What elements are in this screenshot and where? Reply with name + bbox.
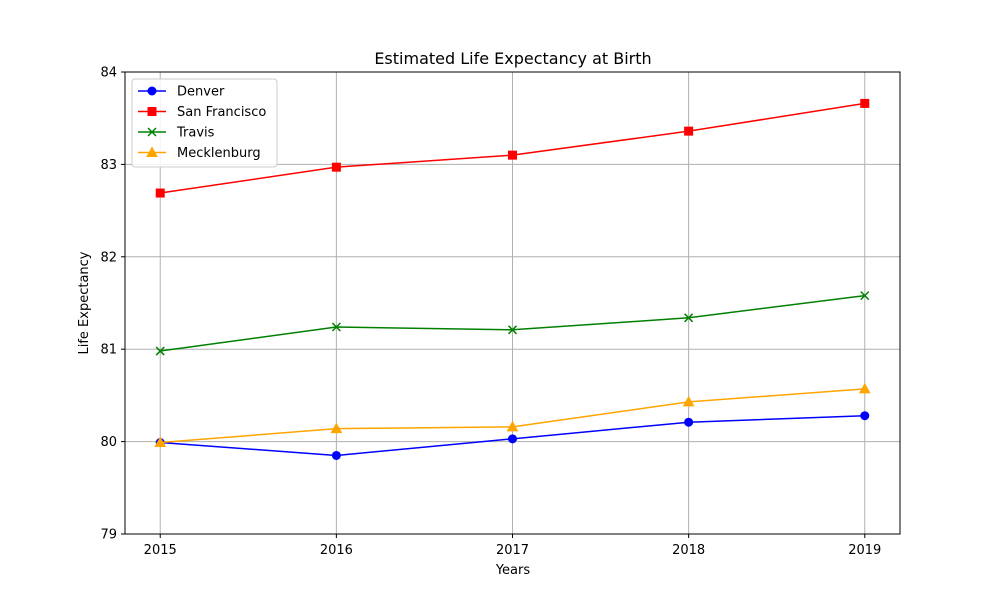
legend-label: Mecklenburg [177,146,261,161]
legend-item: Denver [138,85,225,100]
legend-marker [147,107,157,116]
data-point [331,450,341,460]
legend-marker [147,86,157,96]
data-point [860,291,870,301]
data-point [682,395,695,407]
data-point [507,325,518,335]
data-point [330,422,343,434]
legend-label: Travis [176,126,215,141]
data-point [508,150,517,160]
series-lines [154,98,871,460]
y-tick-label: 82 [100,250,117,265]
series-mecklenburg [154,382,871,448]
data-point [331,322,341,332]
marker-stroke [507,325,518,335]
legend-item: Travis [138,126,215,141]
x-tick-label: 2017 [496,543,529,558]
x-tick-label: 2019 [848,543,881,558]
legend: Denver San Francisco Travis Mecklenburg [131,78,278,168]
data-point [508,434,517,444]
data-point [858,382,871,394]
marker-stroke [860,291,870,301]
data-point [860,411,870,421]
series-san-francisco [155,98,870,198]
series-travis [155,291,870,356]
y-axis-label: Life Expectancy [77,251,92,354]
legend-box [131,78,278,168]
legend-item: Mecklenburg [138,146,261,161]
x-tick-label: 2018 [672,543,705,558]
data-point [684,417,694,427]
x-axis-label: Years [495,563,531,578]
x-tick-label: 2015 [144,543,177,558]
chart-title: Estimated Life Expectancy at Birth [374,49,651,68]
data-point [155,346,165,356]
x-tick-label: 2016 [320,543,353,558]
data-point [860,98,870,108]
y-tick-label: 81 [100,343,117,358]
axis-ticks: 2015 2016 2017 2018 2019 79 80 81 82 83 84 [100,66,881,559]
marker-stroke [155,346,165,356]
data-point [155,188,165,198]
legend-item: San Francisco [138,105,266,120]
y-tick-label: 84 [100,66,117,81]
y-tick-label: 80 [100,435,117,450]
data-point [154,436,167,448]
marker-stroke [684,313,694,323]
marker-stroke [147,127,157,137]
data-point [684,126,694,136]
data-point [684,313,694,323]
legend-marker [147,127,157,137]
legend-label: Denver [177,85,225,100]
y-tick-label: 83 [100,158,117,173]
data-point [506,420,519,432]
data-point [331,162,341,172]
y-tick-label: 79 [100,528,117,543]
legend-marker [146,146,158,157]
marker-stroke [331,322,341,332]
legend-label: San Francisco [177,105,266,120]
